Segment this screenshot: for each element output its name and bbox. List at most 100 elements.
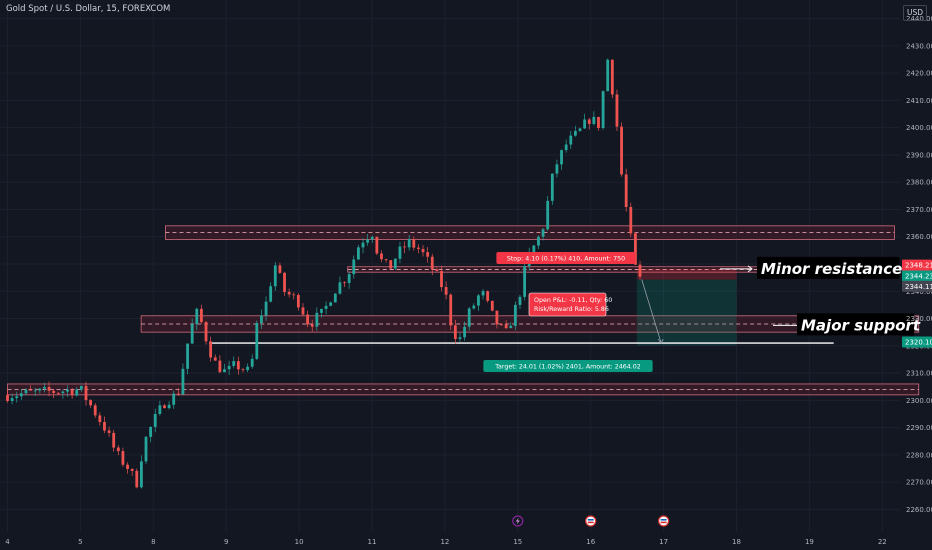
candle — [449, 294, 453, 326]
candle — [606, 59, 610, 92]
candle — [569, 135, 573, 145]
candle — [232, 361, 236, 366]
y-tick-label: 2440.00 — [906, 15, 932, 23]
candle — [236, 361, 240, 370]
candle — [481, 291, 485, 296]
target-zone — [636, 279, 737, 346]
candle — [255, 323, 259, 359]
y-tick-label: 2280.00 — [906, 451, 932, 459]
candle — [347, 274, 351, 283]
candle — [407, 238, 411, 248]
candle — [29, 389, 32, 391]
candle — [116, 447, 120, 452]
candle — [107, 430, 111, 433]
currency-button[interactable]: USD — [903, 5, 927, 21]
projection-line — [641, 279, 662, 344]
candle — [66, 389, 69, 392]
stop-zone — [636, 268, 737, 280]
candle — [380, 253, 383, 260]
stop-label: Stop: 4.10 (0.17%) 410, Amount: 750 — [507, 256, 625, 263]
stop-label-bg — [496, 252, 636, 264]
candle — [52, 390, 56, 393]
candle — [209, 341, 213, 358]
candle — [458, 337, 462, 340]
candle — [144, 436, 148, 462]
price-tag-bg — [902, 336, 932, 348]
candle — [592, 116, 596, 124]
candle — [320, 308, 323, 313]
x-tick-label: 10 — [295, 538, 304, 546]
flag-icon-stripe — [587, 519, 594, 521]
candle — [467, 308, 471, 327]
candle — [296, 295, 300, 308]
candle — [19, 393, 23, 397]
candle — [195, 308, 199, 325]
candle — [440, 271, 443, 288]
candle — [417, 247, 420, 249]
y-tick-label: 2360.00 — [906, 233, 932, 241]
candle — [79, 385, 83, 390]
candle — [186, 343, 189, 369]
candle — [583, 119, 587, 129]
candle — [6, 394, 9, 401]
candle — [246, 366, 249, 371]
candle — [403, 246, 406, 248]
candle — [93, 405, 97, 416]
lightning-icon-glyph — [515, 517, 520, 525]
candle — [610, 59, 614, 95]
candle — [269, 286, 273, 302]
candle — [329, 302, 333, 306]
y-tick-label: 2260.00 — [906, 506, 932, 514]
candle — [61, 391, 65, 394]
candle — [135, 470, 139, 488]
y-tick-label: 2410.00 — [906, 97, 932, 105]
candle — [200, 308, 203, 323]
candle — [523, 266, 527, 297]
flag-icon — [585, 515, 597, 527]
candle — [352, 259, 356, 275]
y-tick-label: 2430.00 — [906, 42, 932, 50]
candle — [550, 173, 554, 201]
y-tick-label: 2310.00 — [906, 370, 932, 378]
price-tag-bg — [902, 280, 932, 292]
candle — [513, 304, 517, 326]
annotation-bg — [797, 313, 915, 336]
candle — [153, 413, 157, 427]
candle — [278, 265, 282, 273]
candle — [56, 392, 60, 394]
price-tag: 2344.23 — [905, 272, 932, 280]
candle — [426, 252, 430, 257]
candle — [541, 229, 545, 237]
x-tick-label: 17 — [659, 538, 668, 546]
y-tick-label: 2290.00 — [906, 424, 932, 432]
candle — [176, 393, 180, 395]
candle — [430, 256, 434, 270]
price-tag: 2320.10 — [905, 338, 932, 346]
candle — [43, 386, 46, 389]
candle — [213, 357, 217, 361]
y-tick-label: 2400.00 — [906, 124, 932, 132]
candle — [560, 150, 563, 165]
x-tick-label: 18 — [732, 538, 741, 546]
candle — [149, 426, 153, 437]
candle — [241, 369, 245, 371]
candle — [333, 293, 337, 303]
candle — [421, 248, 425, 253]
candle — [366, 239, 370, 243]
candles — [6, 58, 642, 489]
candle — [356, 247, 360, 260]
x-tick-label: 12 — [440, 538, 449, 546]
candle — [629, 206, 633, 234]
y-tick-label: 2300.00 — [906, 397, 932, 405]
candle — [223, 369, 226, 373]
candle — [384, 259, 388, 261]
candle — [121, 451, 125, 465]
price-tag-bg — [902, 270, 932, 282]
x-tick-label: 19 — [805, 538, 814, 546]
annotation-0: Minor resistance — [761, 260, 902, 278]
candle — [10, 398, 14, 401]
candle — [283, 272, 286, 292]
candle — [555, 164, 559, 174]
